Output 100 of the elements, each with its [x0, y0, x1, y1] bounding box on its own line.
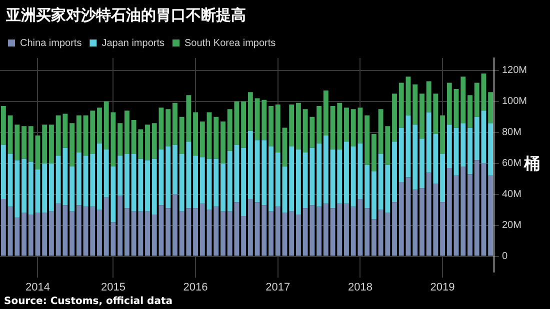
bar — [76, 205, 82, 256]
x-tick-label: 2018 — [348, 281, 372, 294]
bar — [220, 211, 226, 256]
bar — [364, 164, 370, 208]
bar — [145, 211, 150, 256]
bar — [76, 152, 82, 206]
legend-label: Japan imports — [102, 38, 164, 49]
bar — [118, 123, 123, 156]
bar — [248, 130, 253, 199]
bar — [152, 214, 157, 256]
chart-title: 亚洲买家对沙特石油的胃口不断提高 — [6, 6, 246, 25]
bar — [460, 123, 466, 166]
bar — [22, 212, 26, 256]
bar — [97, 108, 102, 144]
bar — [282, 128, 288, 166]
source-note: Source: Customs, official data — [4, 296, 172, 307]
bar — [275, 152, 280, 207]
bar — [76, 115, 82, 153]
bar — [206, 158, 212, 210]
bar — [330, 208, 336, 256]
bar — [42, 212, 48, 256]
bar — [214, 206, 219, 256]
x-tick-label: 2016 — [183, 281, 208, 294]
bar — [406, 115, 411, 178]
bar — [200, 157, 205, 204]
bar — [206, 210, 212, 256]
bar — [90, 154, 96, 207]
bar — [152, 158, 157, 214]
bar — [289, 146, 294, 212]
bar — [35, 170, 40, 213]
bar — [0, 198, 6, 256]
y-axis-title: 桶 — [523, 154, 540, 174]
x-tick-label: 2017 — [266, 281, 290, 294]
y-tick-label: 60M — [502, 158, 522, 170]
bar — [220, 122, 226, 164]
bar — [118, 196, 123, 256]
bar — [412, 84, 418, 125]
bar — [220, 163, 226, 212]
bar — [364, 208, 370, 256]
bar — [337, 204, 342, 256]
bar — [468, 95, 472, 128]
bar — [316, 143, 322, 207]
y-tick-label: 0 — [502, 251, 508, 262]
bar — [398, 128, 404, 182]
bar — [248, 198, 253, 256]
bar — [83, 156, 88, 207]
bar — [193, 156, 198, 208]
bar — [488, 92, 494, 124]
bar — [446, 82, 452, 125]
bar — [48, 124, 54, 164]
bar — [83, 115, 88, 156]
bar — [248, 92, 253, 131]
bar — [158, 205, 164, 256]
bar — [282, 166, 288, 213]
bar — [296, 214, 301, 256]
bar — [296, 102, 301, 150]
y-tick-label: 80M — [502, 127, 522, 138]
bar — [118, 156, 123, 196]
bar — [460, 166, 466, 256]
bar — [42, 163, 48, 213]
bar — [371, 171, 376, 220]
bar — [488, 176, 494, 256]
bar — [316, 106, 322, 144]
bar — [392, 94, 397, 142]
bar — [446, 168, 452, 256]
bar — [419, 94, 424, 139]
bar — [323, 90, 328, 136]
bar — [200, 122, 205, 158]
bar — [316, 206, 322, 256]
bar — [323, 204, 328, 256]
bar — [289, 104, 294, 146]
bar — [35, 212, 40, 256]
bar — [344, 142, 349, 204]
bar — [124, 154, 130, 208]
bar — [70, 166, 75, 212]
bar — [172, 194, 178, 256]
x-tick-label: 2019 — [430, 281, 455, 294]
bar — [344, 108, 349, 142]
bar — [158, 108, 164, 150]
bar — [158, 149, 164, 206]
y-tick-label: 120M — [502, 65, 528, 76]
bar — [48, 211, 54, 256]
bar — [419, 188, 424, 256]
bar — [371, 134, 376, 172]
bar — [412, 190, 418, 256]
bar — [344, 204, 349, 256]
bar — [145, 124, 150, 160]
bar — [440, 115, 446, 154]
bar — [35, 135, 40, 170]
bar — [42, 124, 48, 164]
bar — [193, 112, 198, 156]
bar — [28, 162, 34, 214]
y-tick-label: 20M — [502, 220, 522, 232]
bar — [454, 88, 459, 128]
bar — [364, 115, 370, 165]
bar — [97, 210, 102, 256]
bar — [28, 214, 34, 256]
bar — [90, 206, 96, 256]
bar — [419, 138, 424, 188]
x-tick-label: 2014 — [25, 281, 50, 294]
